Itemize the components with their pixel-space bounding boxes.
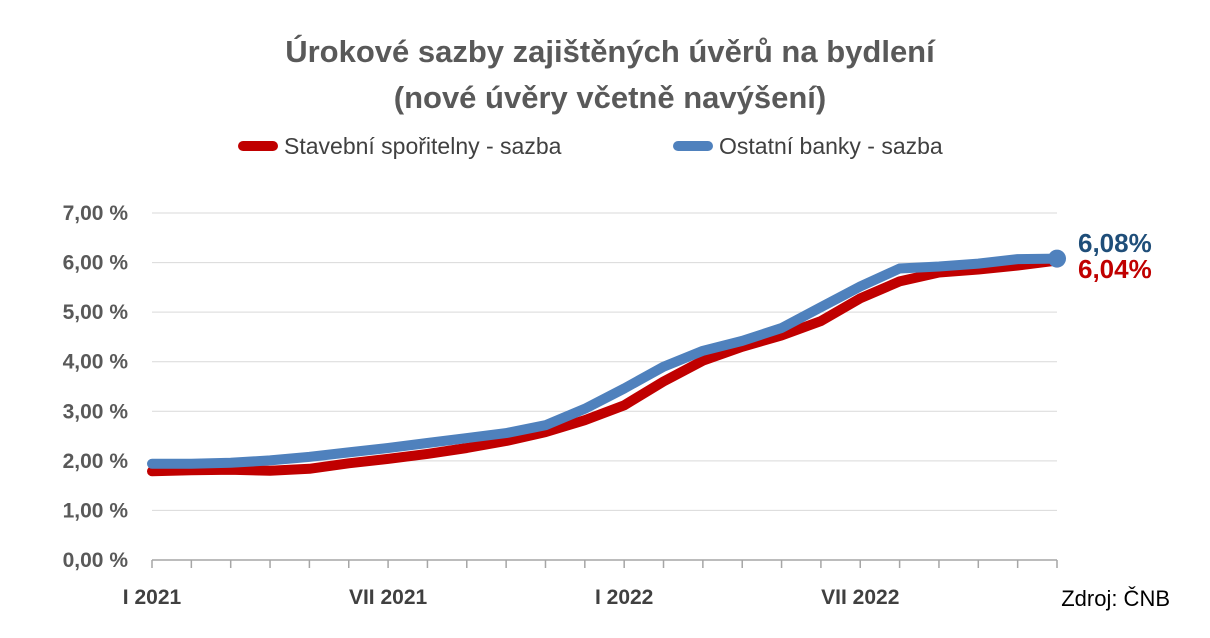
y-tick-label: 2,00 % [63, 450, 129, 473]
y-tick-label: 3,00 % [63, 400, 129, 423]
series-line-0 [147, 255, 1062, 477]
y-tick-label: 5,00 % [63, 301, 129, 324]
series-end-marker-1 [1048, 249, 1066, 268]
x-tick-label: I 2022 [595, 586, 653, 609]
chart-title-line1: Úrokové sazby zajištěných úvěrů na bydle… [285, 33, 936, 69]
legend-label-stavebni: Stavební spořitelny - sazba [284, 133, 562, 159]
series-lines [147, 249, 1066, 477]
x-tick-label: VII 2022 [821, 586, 899, 609]
legend-label-ostatni: Ostatní banky - sazba [719, 133, 943, 159]
y-tick-label: 0,00 % [63, 549, 129, 572]
y-tick-label: 7,00 % [63, 202, 129, 225]
chart-title-line2: (nové úvěry včetně navýšení) [394, 80, 826, 115]
y-tick-label: 1,00 % [63, 499, 129, 522]
end-label-ostatni: 6,08% [1078, 228, 1152, 258]
y-tick-label: 6,00 % [63, 252, 129, 275]
legend: Stavební spořitelny - sazba Ostatní bank… [238, 133, 943, 159]
end-labels: 6,08%6,04% [1078, 228, 1152, 284]
x-axis: I 2021 VII 2021 I 2022 VII 2022 [123, 559, 1058, 609]
x-tick-label: I 2021 [123, 586, 182, 609]
x-tick-label: VII 2021 [349, 586, 428, 609]
source-note: Zdroj: ČNB [1061, 586, 1170, 611]
end-label-stavebni: 6,04% [1078, 254, 1152, 284]
y-tick-label: 4,00 % [63, 351, 129, 374]
y-axis-ticks: 0,00 % 1,00 % 2,00 % 3,00 % 4,00 % 5,00 % 6,00… [63, 202, 129, 572]
series-line-1 [147, 253, 1062, 469]
